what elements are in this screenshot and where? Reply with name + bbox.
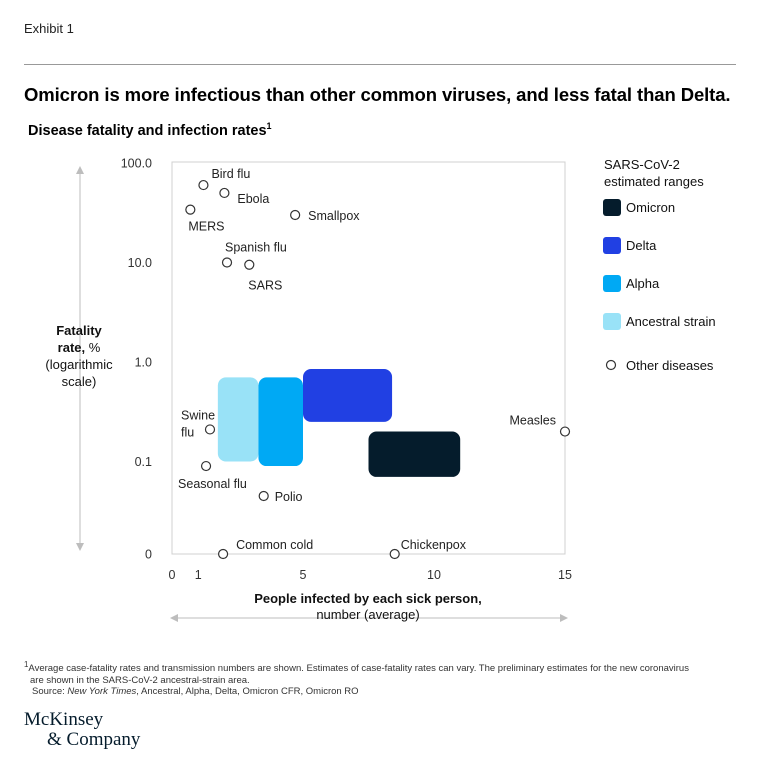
x-tick-labels: 0 1 5 10 15 [169, 568, 572, 582]
point-polio [258, 490, 269, 502]
point-label-mers: MERS [188, 220, 224, 234]
x-axis-arrow [170, 614, 568, 622]
x-tick-label: 5 [300, 568, 307, 582]
point-common-cold [217, 548, 229, 560]
legend-swatch-omicron [603, 199, 621, 216]
point-measles [559, 426, 571, 437]
point-smallpox [290, 209, 301, 221]
x-tick-label: 1 [195, 568, 202, 582]
point-label-polio: Polio [275, 490, 303, 504]
legend: SARS-CoV-2 estimated ranges Omicron Delta… [603, 157, 716, 373]
scatter-chart: Fatality rate, % (logarithmic scale) Peo… [45, 157, 716, 622]
sars-cov-2-ranges [217, 369, 461, 477]
range-ancestral-strain [217, 377, 259, 462]
y-axis-title: Fatality rate, % (logarithmic scale) [45, 323, 113, 389]
point-swine [204, 424, 216, 435]
legend-swatch-alpha [603, 275, 621, 292]
legend-label-ancestral-strain: Ancestral strain [626, 314, 716, 329]
mckinsey-logo-line2: & Company [47, 729, 141, 750]
subtitle-text: Disease fatality and infection rates [28, 122, 267, 139]
legend-title-line2: estimated ranges [604, 174, 704, 189]
y-tick-label: 0 [145, 548, 152, 562]
y-axis-title-line4: scale) [62, 374, 97, 389]
point-label-common-cold: Common cold [236, 538, 313, 552]
point-bird-flu [198, 179, 209, 191]
point-spanish-flu [221, 257, 233, 268]
y-axis-arrow [76, 166, 84, 551]
x-axis-title: People infected by each sick person, num… [254, 591, 482, 622]
x-tick-label: 10 [427, 568, 441, 582]
point-chickenpox [389, 548, 400, 560]
x-tick-label: 0 [169, 568, 176, 582]
legend-label-delta: Delta [626, 238, 657, 253]
point-mers [185, 204, 196, 215]
point-label-swine-line2: flu [181, 425, 194, 439]
x-axis-title-line2: number (average) [316, 607, 419, 622]
footnote-line2: are shown in the SARS-CoV-2 ancestral-st… [30, 675, 250, 687]
legend-other-diseases-marker [605, 359, 617, 371]
other-disease-points: Bird flu Ebola MERS Smallpox Spanish flu SARS… [178, 167, 571, 560]
source-note: Source: New York Times, Ancestral, Alpha… [32, 686, 359, 697]
point-ebola [219, 187, 230, 199]
point-label-bird-flu: Bird flu [211, 167, 250, 181]
y-axis-title-line1: Fatality [56, 323, 102, 338]
y-tick-label: 1.0 [135, 356, 152, 370]
mckinsey-logo-line1: McKinsey [24, 709, 104, 730]
point-label-ebola: Ebola [237, 192, 269, 206]
x-axis-title-line1: People infected by each sick person, [254, 591, 482, 606]
y-tick-label: 100.0 [121, 157, 152, 171]
legend-label-omicron: Omicron [626, 200, 675, 215]
range-omicron [368, 431, 461, 477]
y-tick-label: 0.1 [135, 455, 152, 469]
point-seasonal-flu [200, 460, 212, 472]
y-axis-title-line2: rate, % [58, 340, 101, 355]
legend-title-line1: SARS-CoV-2 [604, 157, 680, 172]
range-delta [303, 369, 393, 422]
point-label-measles: Measles [509, 414, 556, 428]
footnote-line1: 1Average case-fatality rates and transmi… [24, 660, 689, 675]
y-tick-label: 10.0 [128, 256, 152, 270]
exhibit-label: Exhibit 1 [24, 21, 74, 36]
point-label-chickenpox: Chickenpox [401, 538, 467, 552]
point-label-sars: SARS [248, 279, 282, 293]
point-label-seasonal-flu: Seasonal flu [178, 477, 247, 491]
point-sars [244, 259, 255, 270]
chart-subtitle: Disease fatality and infection rates1 [28, 121, 272, 139]
footnote: 1Average case-fatality rates and transmi… [24, 659, 744, 687]
y-tick-labels: 100.0 10.0 1.0 0.1 0 [121, 157, 152, 562]
plot-frame [171, 161, 566, 555]
range-alpha [258, 377, 303, 467]
header-divider [24, 64, 736, 65]
point-label-smallpox: Smallpox [308, 209, 360, 223]
point-label-spanish-flu: Spanish flu [225, 241, 287, 255]
point-label-swine: Swine [181, 408, 215, 422]
legend-other-diseases-label: Other diseases [626, 358, 714, 373]
subtitle-footnote-marker: 1 [266, 121, 272, 131]
legend-swatch-delta [603, 237, 621, 254]
y-axis-title-line3: (logarithmic [45, 357, 113, 372]
chart-title: Omicron is more infectious than other co… [24, 84, 731, 105]
x-tick-label: 15 [558, 568, 572, 582]
legend-label-alpha: Alpha [626, 276, 660, 291]
legend-swatch-ancestral-strain [603, 313, 621, 330]
